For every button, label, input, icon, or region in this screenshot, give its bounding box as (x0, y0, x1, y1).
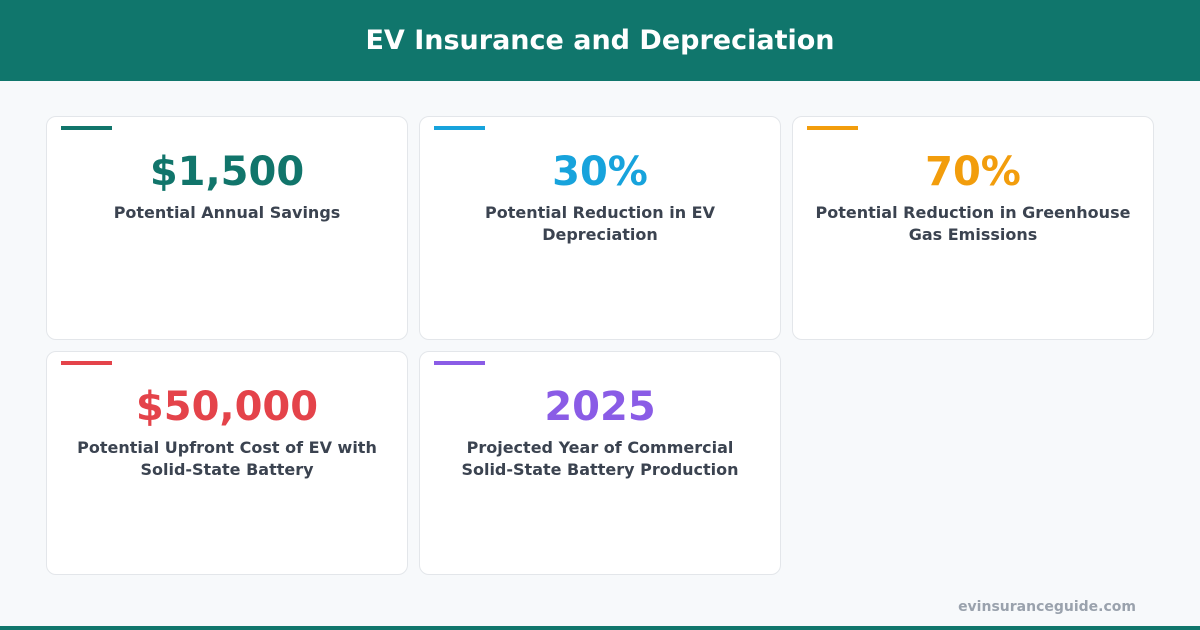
stat-value: 30% (552, 149, 648, 195)
stat-label: Potential Annual Savings (113, 203, 341, 222)
stat-card: $1,500 Potential Annual Savings (46, 116, 408, 340)
header: EV Insurance and Depreciation (0, 0, 1200, 81)
accent-bar (434, 361, 485, 365)
source: evinsuranceguide.com (958, 599, 1136, 615)
title: EV Insurance and Depreciation (365, 25, 835, 56)
stat-value: 70% (925, 149, 1021, 195)
stat-label: Potential Reduction in EV Depreciation (485, 203, 715, 244)
bottom-bar (0, 626, 1200, 630)
accent-bar (61, 126, 112, 130)
stat-label: Projected Year of Commercial Solid-State… (461, 438, 739, 479)
accent-bar (434, 126, 485, 130)
stat-value: 2025 (544, 384, 656, 430)
stat-value: $1,500 (149, 149, 305, 195)
accent-bar (807, 126, 858, 130)
stat-value: $50,000 (135, 384, 319, 430)
stat-label: Potential Upfront Cost of EV with Solid-… (77, 438, 377, 479)
stat-card: 30% Potential Reduction in EV Depreciatio… (419, 116, 781, 340)
accent-bar (61, 361, 112, 365)
card-grid: $1,500 Potential Annual Savings 30% Potenti… (46, 116, 1154, 575)
stat-label: Potential Reduction in Greenhouse Gas Em… (815, 203, 1131, 244)
stat-card: 2025 Projected Year of Commercial Solid-S… (419, 351, 781, 575)
stat-card: $50,000 Potential Upfront Cost of EV with… (46, 351, 408, 575)
stat-card: 70% Potential Reduction in Greenhouse Gas… (792, 116, 1154, 340)
